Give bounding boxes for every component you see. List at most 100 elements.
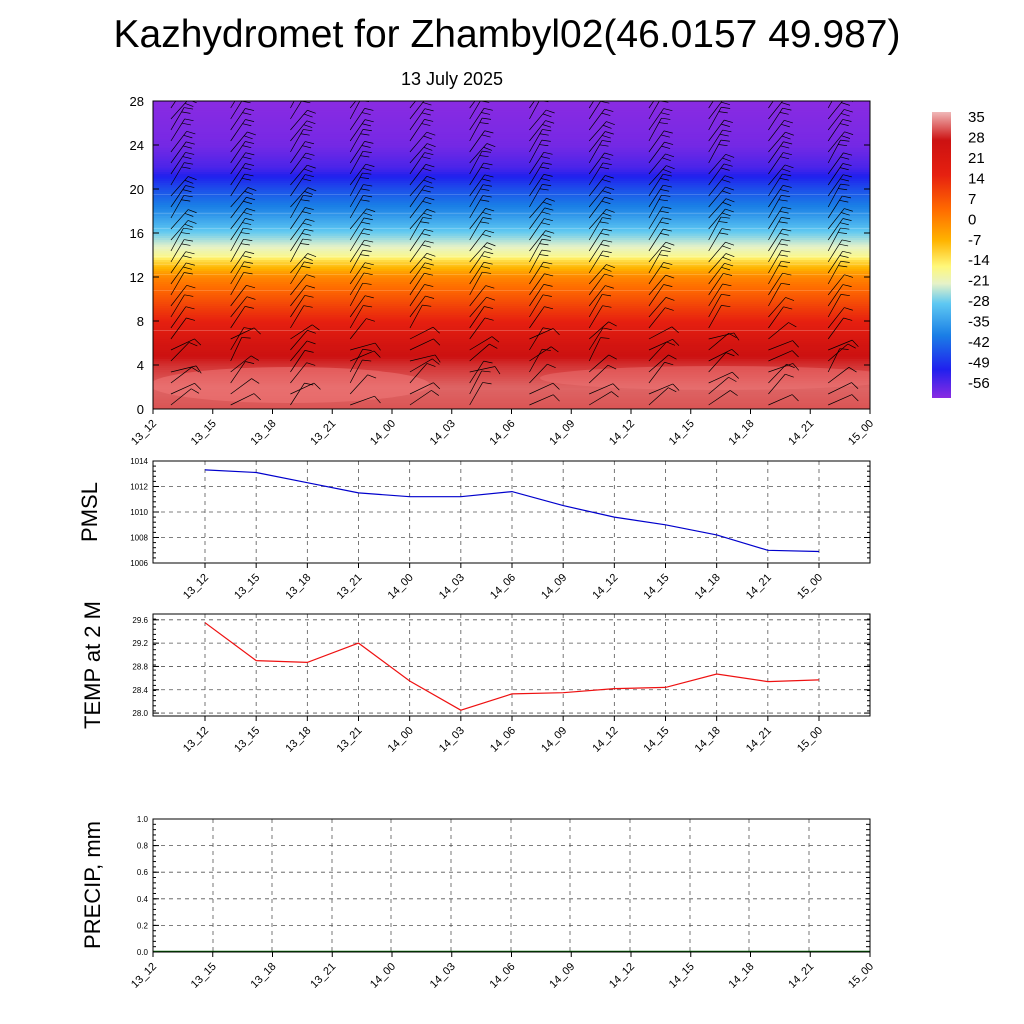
wind-barb-feather xyxy=(545,87,554,89)
wind-barb-staff xyxy=(230,393,255,406)
wind-barb-staff xyxy=(708,263,725,285)
temperature-band xyxy=(153,241,870,245)
wind-barb-staff xyxy=(409,119,425,142)
wind-barb-feather xyxy=(600,254,610,258)
wind-barb-feather xyxy=(719,133,729,137)
wind-barb-staff xyxy=(409,253,428,274)
wind-barb-feather xyxy=(785,297,795,301)
wind-barb-staff xyxy=(469,150,483,175)
temperature-band xyxy=(153,186,870,190)
wind-barb-staff xyxy=(827,251,843,274)
wind-barb-feather xyxy=(779,177,789,181)
wind-barb-feather xyxy=(665,307,674,311)
wind-barb-staff xyxy=(708,101,714,109)
wind-barb-feather xyxy=(434,354,441,363)
temperature-band xyxy=(153,222,870,225)
temperature-band xyxy=(153,112,870,115)
height-tick-label: 4 xyxy=(137,358,144,373)
colorbar-label: 21 xyxy=(968,150,985,167)
wind-barb-feather xyxy=(542,294,552,297)
temperature-band xyxy=(153,215,870,219)
wind-barb-feather xyxy=(486,296,496,301)
wind-barb-staff xyxy=(170,209,189,230)
wind-barb-staff xyxy=(768,363,787,384)
wind-barb-feather xyxy=(659,210,669,214)
wind-barb-feather xyxy=(851,394,859,402)
wind-barb-staff xyxy=(648,184,664,208)
wind-barb-feather xyxy=(364,262,374,266)
wind-barb-staff xyxy=(469,296,487,318)
wind-barb-staff xyxy=(588,175,606,197)
wind-barb-feather xyxy=(244,306,254,309)
wind-barb-feather xyxy=(783,141,793,145)
wind-barb-staff xyxy=(768,363,794,373)
wind-barb-feather xyxy=(191,367,200,373)
temp-grid xyxy=(153,614,870,716)
wind-barb-feather xyxy=(724,263,734,267)
wind-barb-feather xyxy=(426,252,436,257)
wind-barb-feather xyxy=(601,156,611,160)
wind-barb-feather xyxy=(194,383,202,390)
wind-barb-feather xyxy=(842,218,852,221)
wind-barb-staff xyxy=(230,208,247,230)
wind-barb-staff xyxy=(409,108,426,131)
wind-barb-staff xyxy=(529,327,544,351)
temp-y-axis: 28.0 28.4 28.8 29.2 29.6 xyxy=(132,613,870,718)
wind-barb-staff xyxy=(768,101,774,109)
wind-barb-feather xyxy=(186,262,195,266)
wind-barb-feather xyxy=(484,130,494,134)
wind-barb-feather xyxy=(541,211,551,215)
wind-barb-feather xyxy=(183,195,193,198)
wind-barb-staff xyxy=(290,382,305,406)
wind-barb-feather xyxy=(302,156,312,160)
wind-barb-feather xyxy=(484,306,494,309)
time-tick-label: 13_18 xyxy=(283,725,313,755)
temperature-band xyxy=(153,290,870,293)
wind-barb-feather xyxy=(242,255,252,259)
temperature-band xyxy=(153,378,870,381)
time-tick-label: 14_21 xyxy=(744,725,774,755)
wind-barb-staff xyxy=(827,195,843,219)
wind-barb-feather xyxy=(668,354,677,360)
wind-barb-feather xyxy=(543,174,553,177)
precip-y-axis: 0.0 0.2 0.4 0.6 0.8 1.0 xyxy=(137,815,870,957)
wind-barb-feather xyxy=(251,378,260,384)
wind-barb-staff xyxy=(350,350,375,362)
wind-barb-feather xyxy=(305,141,315,145)
wind-barb-feather xyxy=(604,196,614,200)
wind-barb-feather xyxy=(671,326,679,334)
temperature-band xyxy=(153,200,870,203)
wind-barb-staff xyxy=(529,101,535,109)
wind-barb-staff xyxy=(827,208,845,230)
wind-barb-staff xyxy=(409,295,426,318)
wind-barb-feather xyxy=(432,326,440,334)
wind-barb-staff xyxy=(588,391,612,406)
wind-barb-feather xyxy=(482,117,492,120)
wind-barb-feather xyxy=(360,232,370,236)
wind-barb-feather xyxy=(720,139,730,142)
wind-barb-staff xyxy=(349,195,364,219)
wind-barb-feather xyxy=(843,152,853,156)
wind-barb-staff xyxy=(290,305,305,329)
wind-barb-staff xyxy=(230,119,246,142)
wind-barb-staff xyxy=(828,339,853,351)
wind-barb-feather xyxy=(838,90,847,91)
wind-barb-feather xyxy=(360,155,370,158)
wind-barb-staff xyxy=(230,197,247,219)
wind-barb-staff xyxy=(529,109,547,131)
temperature-band xyxy=(153,129,870,133)
wind-barb-feather xyxy=(546,197,555,202)
wind-barb-staff xyxy=(170,306,187,329)
wind-barb-feather xyxy=(672,383,680,391)
temperature-band xyxy=(153,169,870,172)
wind-barb-feather xyxy=(602,250,612,253)
wind-barb-feather xyxy=(781,239,791,242)
wind-barb-feather xyxy=(306,274,316,278)
wind-barb-feather xyxy=(362,167,372,171)
wind-barb-staff xyxy=(827,274,845,296)
wind-barb-feather xyxy=(544,306,554,310)
wind-barb-feather xyxy=(304,261,314,264)
wind-barb-feather xyxy=(363,217,373,221)
temperature-band xyxy=(153,131,870,135)
wind-barb-staff xyxy=(349,184,364,208)
